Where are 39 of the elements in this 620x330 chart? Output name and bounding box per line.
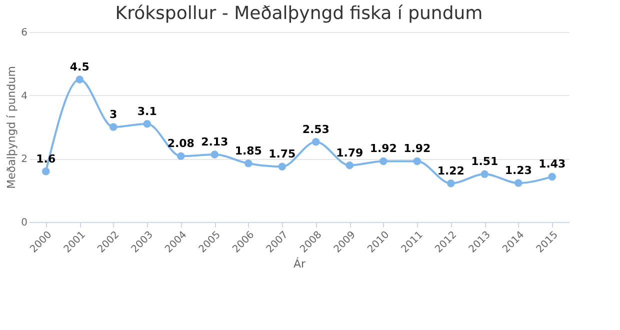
point: [244, 160, 252, 168]
point: [413, 157, 421, 166]
point: [548, 172, 556, 181]
data-label: 1.75: [268, 148, 296, 161]
point: [210, 150, 218, 158]
point: [177, 152, 185, 160]
point: [514, 179, 522, 187]
data-label: 1.85: [234, 144, 262, 158]
data-label: 2.53: [302, 122, 330, 136]
data-label: 1.23: [504, 164, 532, 178]
point: [110, 123, 118, 131]
point: [143, 120, 151, 128]
data-label: 2.08: [167, 137, 194, 150]
data-label: 2.13: [201, 136, 228, 149]
point: [312, 138, 320, 146]
point: [480, 170, 488, 178]
point: [447, 180, 455, 188]
data-label: 1.22: [437, 164, 464, 178]
point: [42, 167, 50, 176]
x-axis-title: Ár: [293, 256, 306, 271]
data-label: 3: [110, 108, 118, 121]
y-axis-title: Meðalþyngd í pundum: [5, 66, 18, 189]
y-tick-label: 0: [21, 218, 28, 228]
point: [380, 157, 388, 166]
data-label: 1.6: [36, 152, 56, 166]
data-label: 1.51: [471, 155, 498, 168]
chart-title: Krókspollur - Meðalþyngd fiska í pundum: [115, 3, 483, 24]
y-tick-label: 4: [21, 90, 28, 102]
point: [346, 161, 354, 170]
data-label: 3.1: [137, 104, 157, 118]
data-label: 4.5: [70, 60, 90, 74]
point: [76, 76, 84, 84]
data-label: 1.92: [404, 142, 431, 156]
data-label: 1.79: [336, 146, 364, 160]
data-label: 1.92: [370, 142, 397, 156]
y-tick-label: 2: [21, 154, 28, 166]
data-label: 1.43: [538, 158, 566, 171]
point: [278, 162, 286, 170]
y-tick-label: 6: [21, 28, 28, 38]
